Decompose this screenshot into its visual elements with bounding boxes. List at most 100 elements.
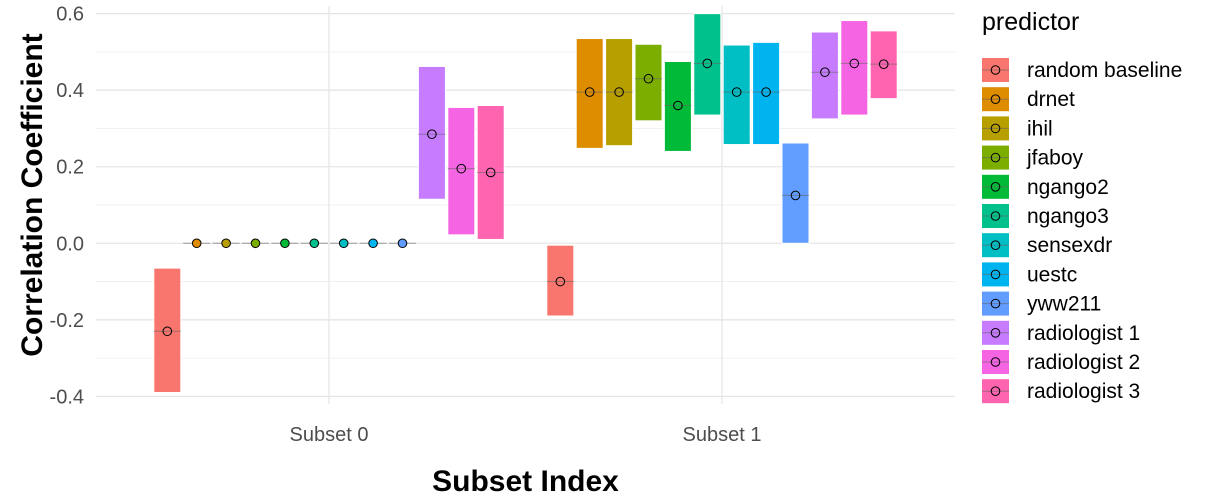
y-tick-label: 0.0	[56, 233, 84, 255]
crossbar-jfaboy	[634, 43, 663, 122]
crossbar-box	[153, 267, 182, 394]
legend-label: jfaboy	[1026, 147, 1084, 170]
crossbar-box	[722, 44, 751, 146]
x-axis-ticks: Subset 0 Subset 1	[290, 424, 762, 446]
y-axis-title: Correlation Coefficient	[16, 33, 49, 356]
legend-item-jfaboy: jfaboy	[982, 145, 1084, 170]
crossbar-uestc	[359, 238, 387, 249]
mean-point	[673, 100, 683, 111]
legend-item-yww211: yww211	[982, 291, 1101, 316]
mean-point	[849, 58, 860, 69]
mean-point	[427, 129, 437, 140]
crossbar-ngango2	[271, 238, 299, 249]
crossbar-yww211	[781, 142, 810, 244]
mean-point	[191, 238, 202, 249]
crossbar-ngango3	[693, 13, 722, 116]
legend-item-drnet: drnet	[982, 87, 1075, 112]
crossbar-box	[781, 142, 810, 244]
mean-point	[878, 59, 889, 69]
y-tick-label: -0.4	[50, 386, 84, 408]
crossbar-random-baseline	[546, 244, 575, 317]
mean-point	[702, 58, 713, 69]
crossbar-box	[575, 38, 604, 149]
legend-key-point	[990, 386, 1001, 397]
crossbars-layer	[153, 13, 898, 394]
crossbar-box	[752, 41, 781, 146]
legend-label: radiologist 3	[1027, 380, 1140, 403]
mean-point	[790, 190, 801, 201]
x-axis-title: Subset Index	[432, 465, 619, 494]
crossbar-sensexdr	[722, 44, 751, 146]
mean-point	[456, 163, 467, 174]
crossbar-box	[693, 13, 722, 116]
legend-item-uestc: uestc	[982, 262, 1077, 287]
crossbar-radiologist-3	[869, 30, 898, 100]
legend-item-random-baseline: random baseline	[982, 58, 1182, 82]
mean-point	[555, 276, 566, 287]
legend-key-point	[990, 211, 1001, 221]
mean-point	[338, 238, 349, 249]
crossbar-drnet	[575, 38, 604, 149]
mean-point	[584, 87, 595, 97]
y-tick-label: 0.2	[56, 157, 84, 179]
legend-label: yww211	[1027, 293, 1101, 316]
legend-item-ngango2: ngango2	[982, 174, 1109, 199]
legend-item-radiologist-2: radiologist 2	[982, 350, 1140, 374]
legend-item-ngango3: ngango3	[982, 204, 1109, 228]
crossbar-box	[869, 30, 898, 100]
legend-label: ngango2	[1027, 176, 1109, 199]
legend-key-point	[990, 152, 1001, 163]
mean-point	[280, 238, 290, 249]
mean-point	[368, 238, 378, 249]
legend-label: ihil	[1027, 117, 1053, 140]
mean-point	[397, 238, 408, 249]
legend-key-point	[990, 269, 1001, 280]
legend-key-point	[990, 240, 1001, 250]
crossbar-box	[417, 65, 446, 200]
mean-point	[221, 238, 231, 249]
crossbar-radiologist-1	[417, 65, 446, 200]
legend-label: random baseline	[1027, 59, 1182, 82]
crossbar-uestc	[752, 41, 781, 146]
crossbar-yww211	[389, 238, 416, 249]
crossbar-ngango3	[300, 238, 328, 249]
legend-items: random baseline drnet ihil jfaboy ngango2 nga…	[982, 58, 1182, 404]
mean-point	[761, 87, 771, 97]
crossbar-sensexdr	[330, 238, 358, 249]
mean-point	[731, 87, 742, 97]
mean-point	[309, 238, 320, 249]
x-tick-label: Subset 0	[290, 424, 369, 446]
legend-label: sensexdr	[1027, 234, 1112, 257]
crossbar-box	[447, 106, 476, 236]
crossbar-ngango2	[663, 60, 692, 152]
legend: predictor random baseline drnet ihil jfaboy…	[982, 8, 1182, 404]
x-tick-label: Subset 1	[683, 424, 762, 446]
legend-label: ngango3	[1027, 205, 1109, 228]
crossbar-radiologist-1	[810, 31, 839, 120]
crossbar-radiologist-2	[840, 20, 869, 116]
y-tick-label: 0.4	[56, 80, 84, 102]
legend-key-point	[990, 65, 1001, 75]
mean-point	[643, 73, 654, 84]
y-tick-label: -0.2	[50, 310, 84, 332]
crossbar-box	[546, 244, 575, 317]
legend-key-point	[990, 298, 1001, 309]
legend-item-radiologist-3: radiologist 3	[982, 379, 1140, 404]
mean-point	[485, 167, 496, 178]
legend-key-point	[990, 94, 1001, 104]
legend-item-sensexdr: sensexdr	[982, 233, 1112, 258]
crossbar-box	[810, 31, 839, 120]
mean-point	[614, 87, 624, 97]
legend-key-point	[990, 182, 1001, 192]
crossbar-radiologist-3	[476, 105, 505, 240]
legend-item-ihil: ihil	[982, 116, 1053, 141]
crossbar-ihil	[605, 38, 634, 147]
y-tick-label: 0.6	[56, 4, 84, 26]
crossbar-random-baseline	[153, 267, 182, 394]
crossbar-radiologist-2	[447, 106, 476, 236]
mean-point	[250, 238, 261, 249]
y-axis-ticks: -0.4 -0.2 0.0 0.2 0.4 0.6	[50, 4, 84, 409]
crossbar-drnet	[183, 238, 211, 249]
